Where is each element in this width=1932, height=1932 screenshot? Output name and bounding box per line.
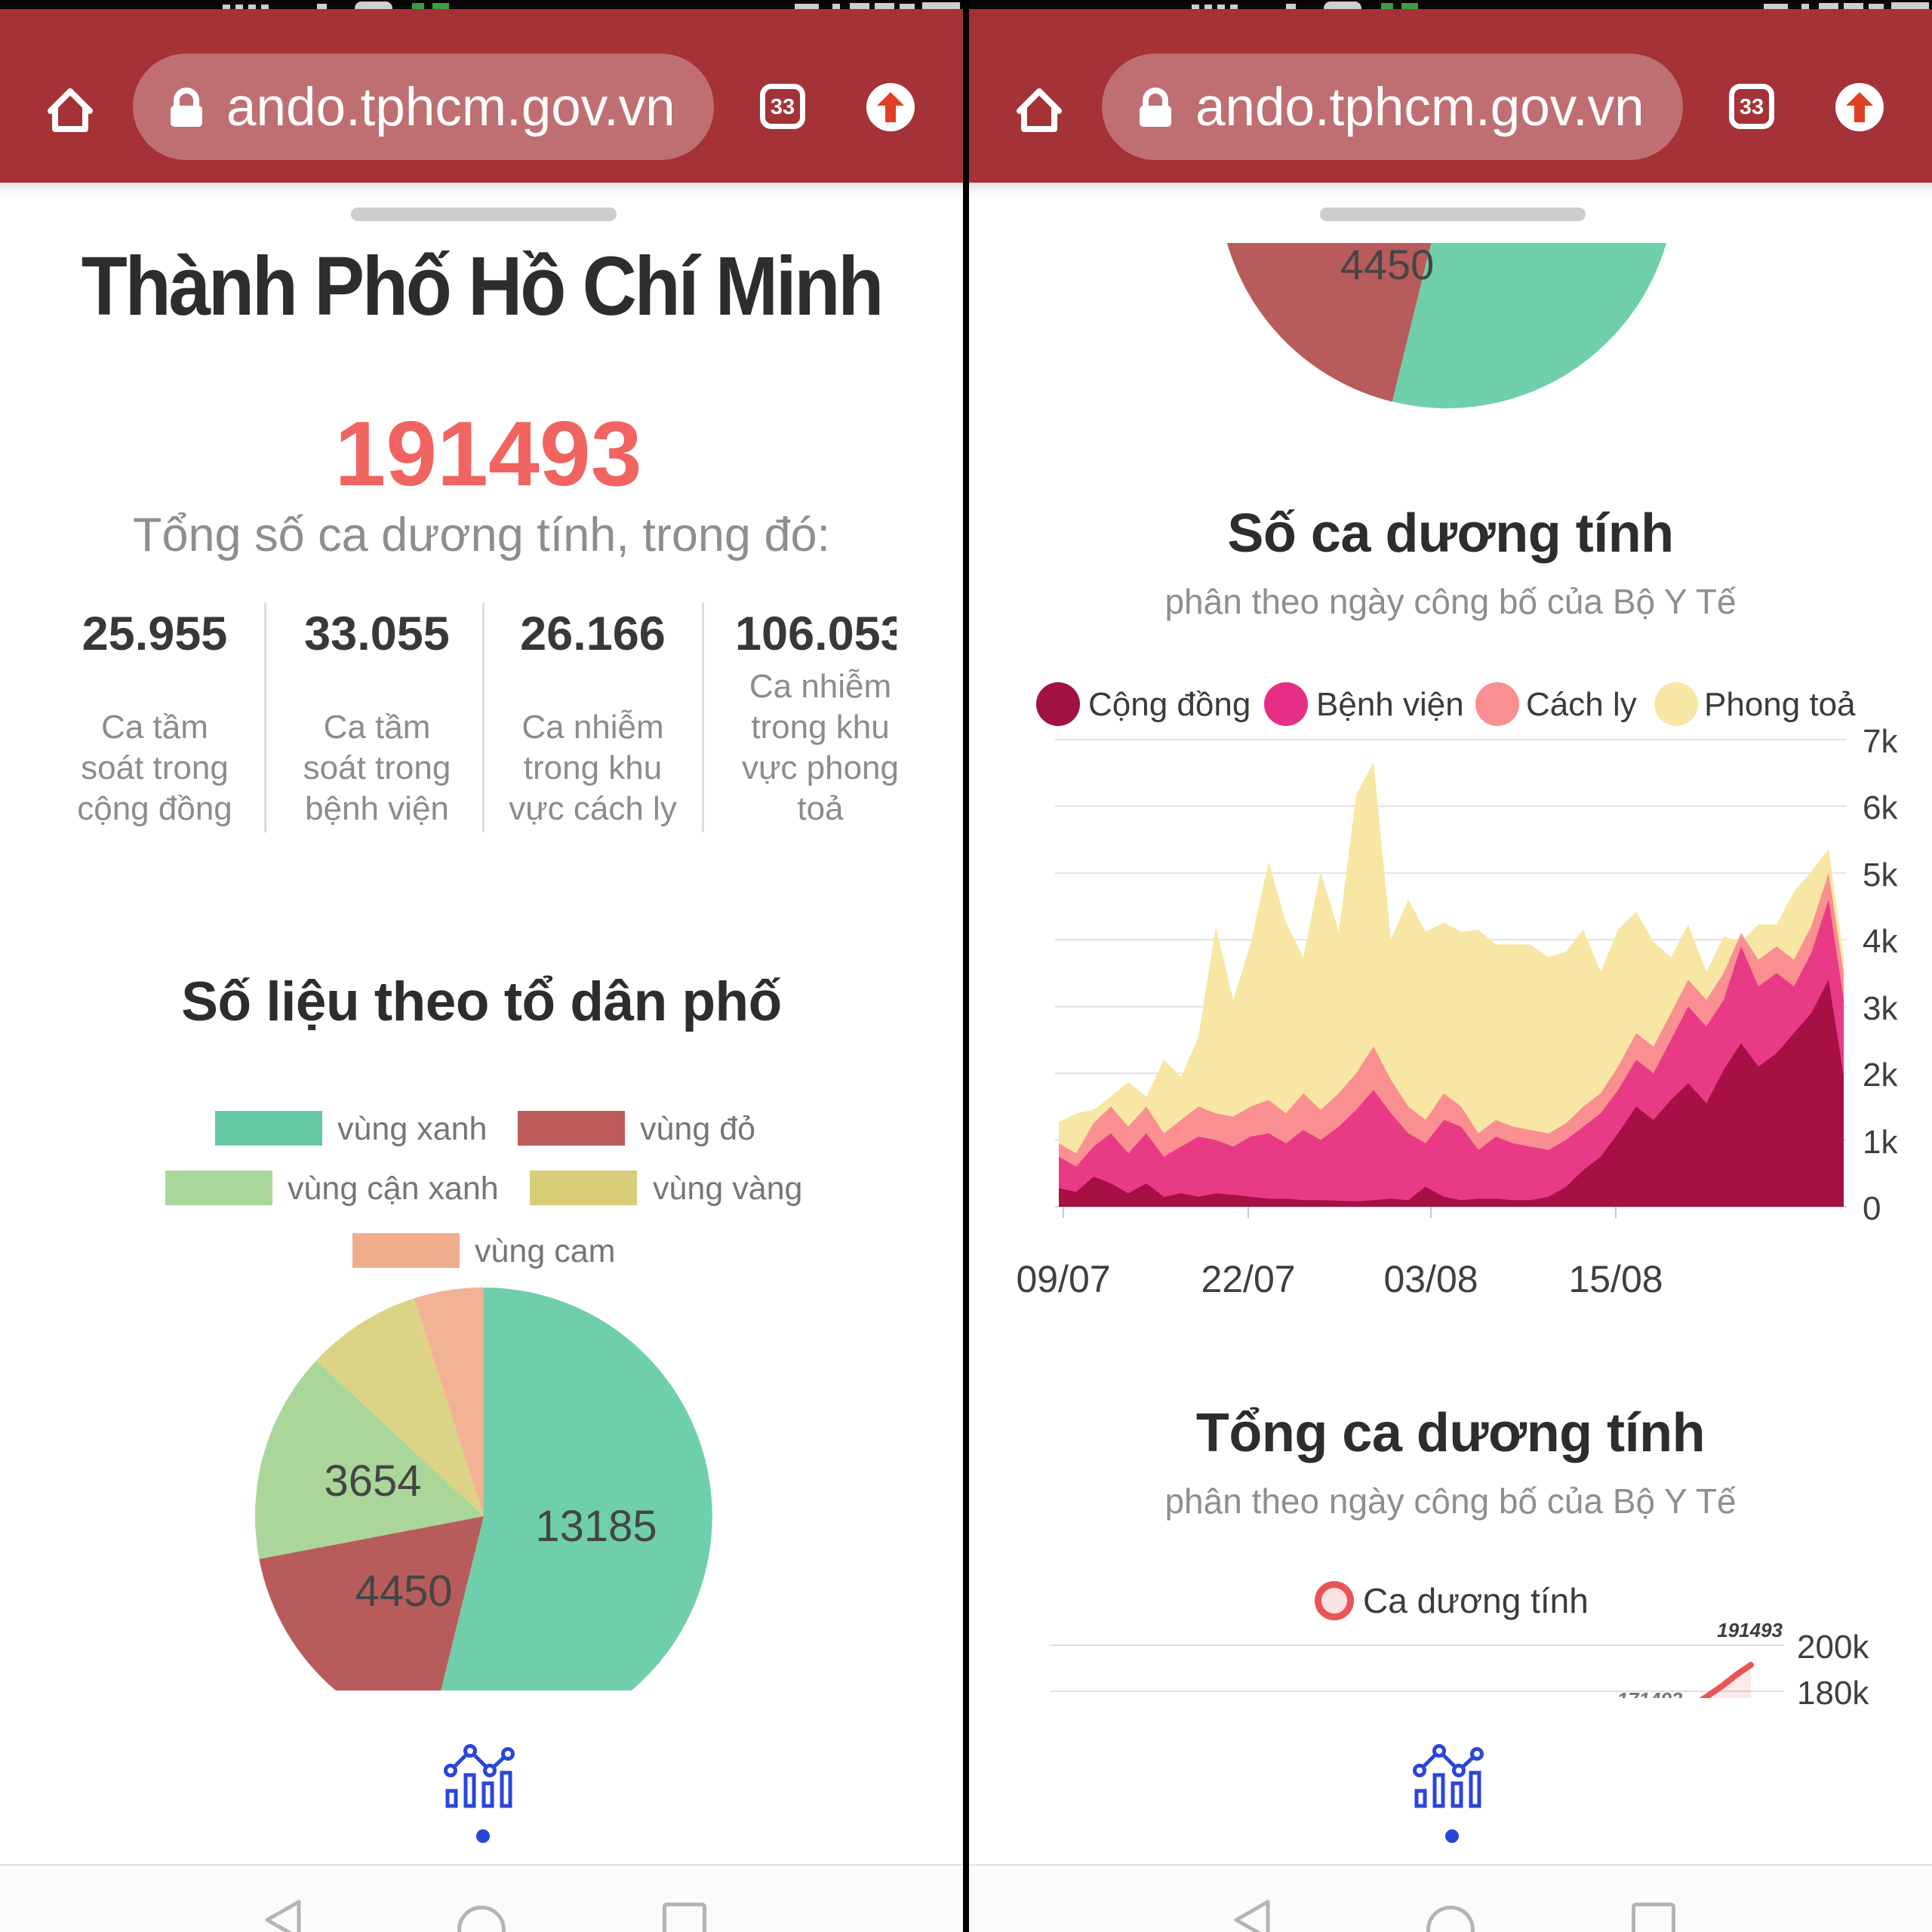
svg-text:4450: 4450	[355, 1567, 452, 1616]
svg-text:15/08: 15/08	[1568, 1258, 1663, 1300]
svg-text:03/08: 03/08	[1383, 1258, 1478, 1300]
svg-text:180k: 180k	[1797, 1675, 1869, 1712]
svg-text:0: 0	[1863, 1190, 1881, 1227]
svg-text:171493: 171493	[1617, 1688, 1683, 1711]
svg-text:3654: 3654	[324, 1457, 421, 1506]
svg-text:4450: 4450	[1340, 243, 1435, 288]
svg-text:200k: 200k	[1797, 1629, 1869, 1666]
svg-text:2k: 2k	[1863, 1057, 1898, 1094]
svg-text:09/07: 09/07	[1016, 1258, 1110, 1300]
svg-text:191493: 191493	[1717, 1619, 1783, 1641]
svg-text:3k: 3k	[1863, 990, 1898, 1027]
svg-text:1k: 1k	[1863, 1124, 1898, 1161]
svg-text:7k: 7k	[1863, 723, 1898, 760]
svg-text:13185: 13185	[535, 1502, 657, 1551]
svg-text:5k: 5k	[1863, 857, 1898, 894]
svg-text:22/07: 22/07	[1201, 1258, 1295, 1300]
svg-text:6k: 6k	[1863, 789, 1898, 826]
svg-text:4k: 4k	[1863, 923, 1898, 960]
